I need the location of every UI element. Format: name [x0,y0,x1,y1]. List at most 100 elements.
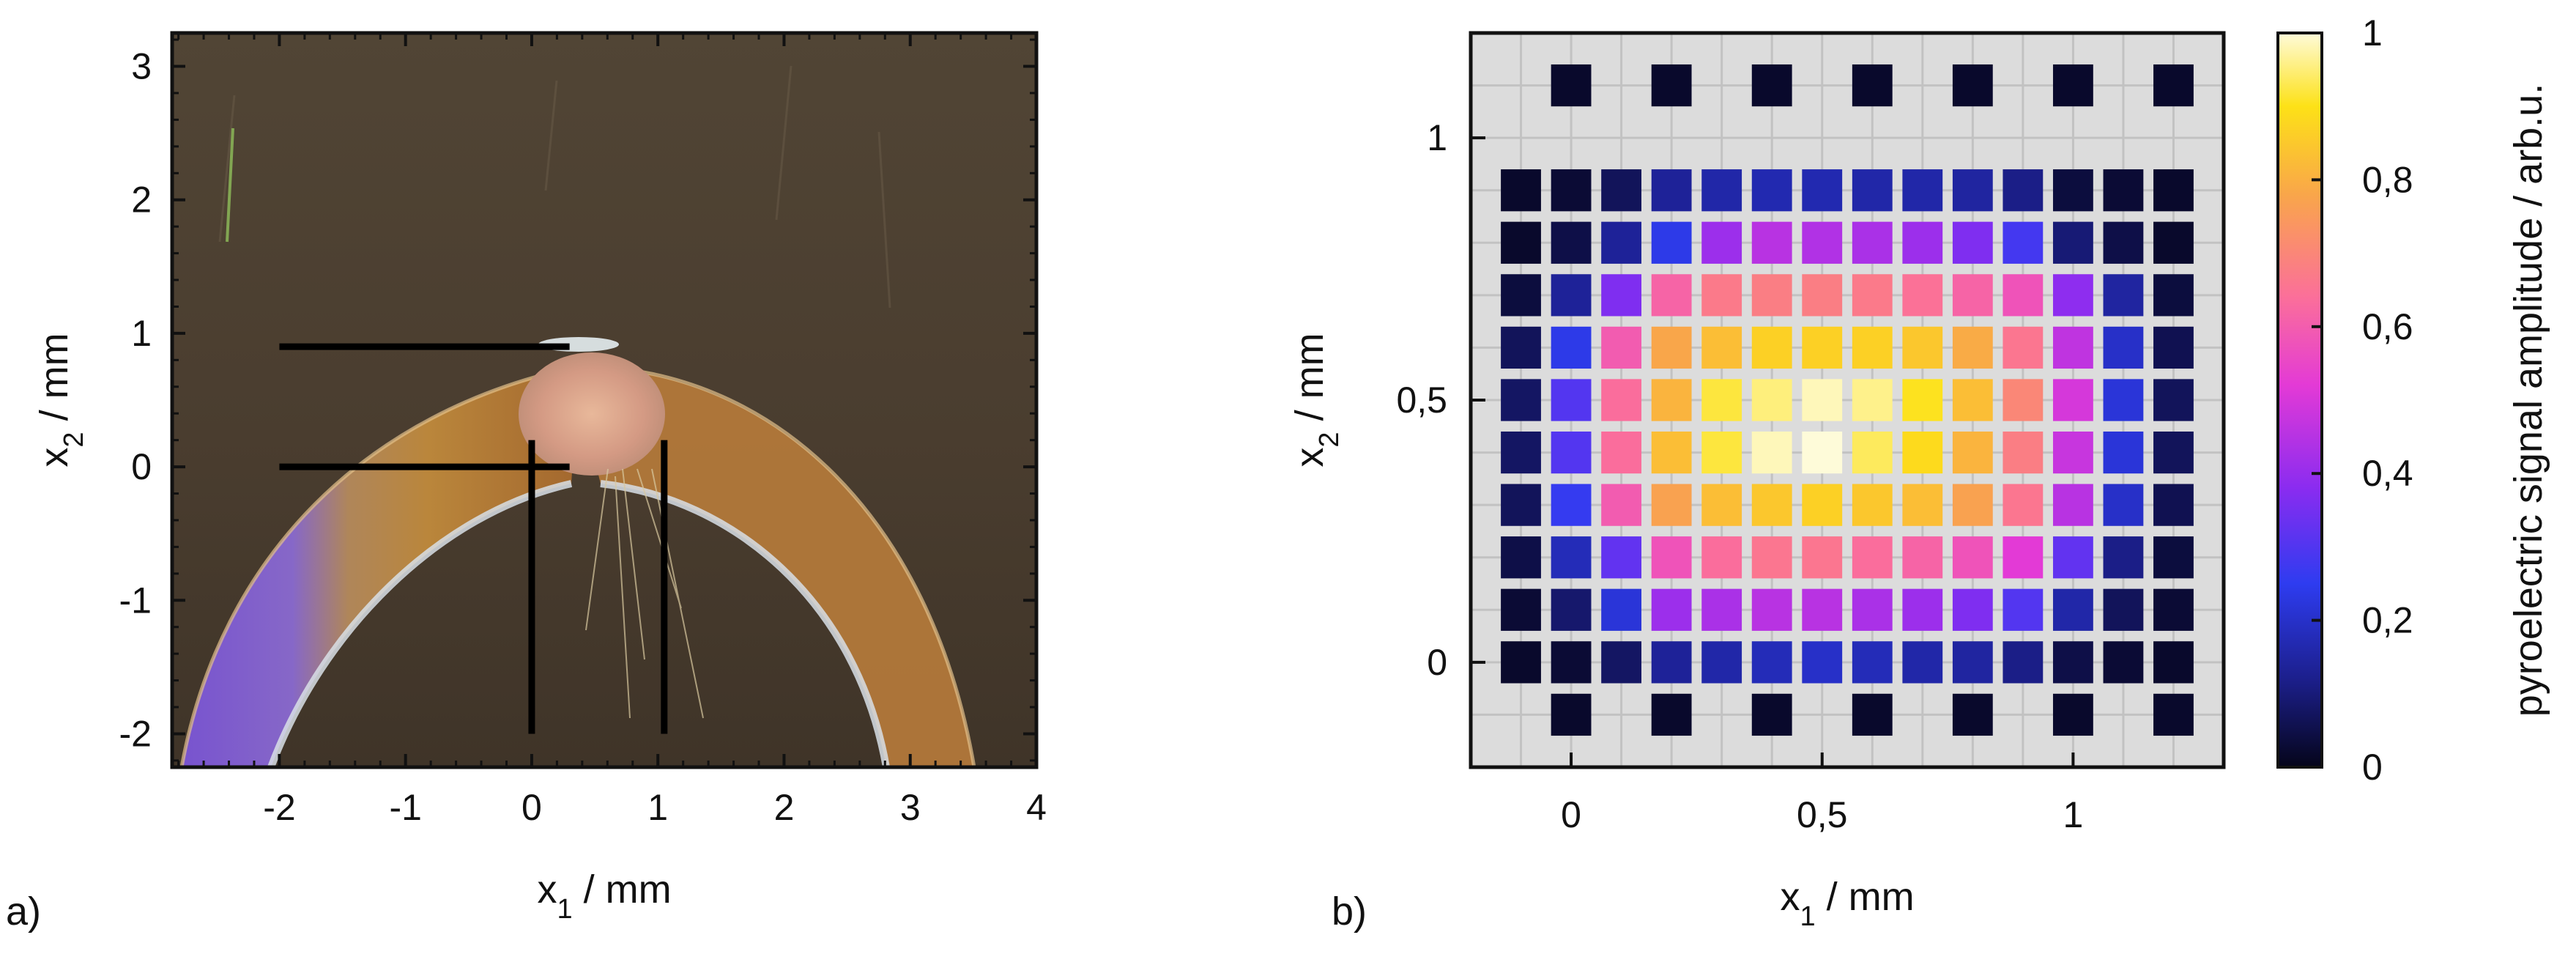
heatmap-cell [1802,484,1843,526]
heatmap-cell [2103,536,2144,579]
heatmap-cell [1551,536,1592,579]
heatmap-cell [2153,484,2194,526]
heatmap-cell [1701,221,1742,264]
heatmap-cell [2153,379,2194,421]
heatmap-cell [1952,326,1993,369]
panel-b: 0 0,5 1 0 0,5 1 x1 / mm x2 / mm b) 0 0,2 0,4 0,6… [1288,12,2550,933]
heatmap-cell [1701,484,1742,526]
y-tick-label-a: -1 [119,580,152,621]
heatmap-cell [1701,326,1742,369]
x-axis-label-b: x1 / mm [1780,875,1914,932]
y-tick-label-b: 1 [1427,117,1447,158]
x-tick-label-b: 0,5 [1797,794,1848,835]
heatmap-cell [1952,484,1993,526]
heatmap-cell [1802,274,1843,317]
heatmap-cell [1902,326,1943,369]
heatmap-cell [1601,641,1642,684]
heatmap-cell [2103,431,2144,474]
heatmap-cell [1501,484,1541,526]
heatmap-cell [2153,169,2194,212]
heatmap-cell [1902,588,1943,631]
heatmap-cell [2002,641,2044,684]
heatmap-cell [1651,379,1692,421]
heatmap-cell [1651,641,1692,684]
heatmap-cell [1501,221,1541,264]
heatmap-cell [1501,274,1541,317]
heatmap-cell [2103,641,2144,684]
heatmap-cells [1501,64,2194,736]
heatmap-cell [1551,431,1592,474]
heatmap-cell [1701,274,1742,317]
heatmap-cell [1551,169,1592,212]
heatmap-cell [1501,431,1541,474]
heatmap-cell [1952,693,1993,736]
heatmap-cell [1601,484,1642,526]
heatmap-cell [2052,326,2093,369]
heatmap-cell [1902,221,1943,264]
heatmap-cell [2153,221,2194,264]
heatmap-cell [1802,536,1843,579]
heatmap-cell [2103,484,2144,526]
x-tick-label-b: 0 [1561,794,1581,835]
heatmap-cell [2052,484,2093,526]
heatmap-cell [1952,536,1993,579]
heatmap-cell [1751,326,1792,369]
heatmap-cell [1501,379,1541,421]
heatmap-cell [2002,274,2044,317]
heatmap-cell [2052,64,2093,107]
heatmap-cell [1852,641,1893,684]
heatmap-cell [1601,169,1642,212]
y-tick-label-a: 3 [131,46,152,87]
heatmap-cell [2002,169,2044,212]
colorbar [2276,32,2323,769]
heatmap-cell [1701,588,1742,631]
heatmap-cell [1751,641,1792,684]
heatmap-cell [1751,169,1792,212]
heatmap-cell [2153,326,2194,369]
panel-label-b: b) [1332,890,1367,933]
ticks-b: 0 0,5 1 0 0,5 1 [1396,117,2083,835]
heatmap-cell [1701,641,1742,684]
heatmap-cell [1551,588,1592,631]
heatmap-cell [2002,431,2044,474]
heatmap-cell [1852,693,1893,736]
heatmap-cell [1751,64,1792,107]
heatmap-cell [1952,431,1993,474]
heatmap-cell [1751,693,1792,736]
x-tick-label-a: -2 [263,787,295,828]
panel-a: -2 -1 0 1 2 3 4 -2 -1 0 1 2 3 x1 / mm x2 / mm a) [6,31,1047,933]
heatmap-cell [2103,588,2144,631]
heatmap-cell [1952,588,1993,631]
heatmap-cell [2002,221,2044,264]
heatmap-cell [1852,221,1893,264]
colorbar-label: pyroelectric signal amplitude / arb.u. [2506,84,2550,717]
heatmap-cell [1651,274,1692,317]
colorbar-tick-label: 1 [2362,12,2383,53]
x-tick-label-a: 1 [647,787,668,828]
colorbar-tick-label: 0,4 [2362,453,2413,494]
heatmap-cell [2103,169,2144,212]
colorbar-tick-label: 0 [2362,747,2383,788]
panel-label-a: a) [6,890,41,933]
heatmap-cell [2103,326,2144,369]
heatmap-cell [1551,379,1592,421]
heatmap-cell [1852,274,1893,317]
y-axis-label-b: x2 / mm [1288,333,1345,467]
x-tick-label-a: 3 [900,787,921,828]
heatmap-cell [1501,326,1541,369]
microscope-photo [172,33,1036,767]
heatmap-cell [1551,326,1592,369]
marker-lines [279,343,668,734]
heatmap-cell [1852,536,1893,579]
heatmap-cell [1952,169,1993,212]
heatmap-cell [1651,169,1692,212]
heatmap-cell [1501,536,1541,579]
heatmap-cell [2052,693,2093,736]
heatmap-cell [1551,484,1592,526]
x-tick-label-a: -1 [389,787,421,828]
heatmap-cell [1902,169,1943,212]
heatmap-cell [1902,274,1943,317]
heatmap-cell [1601,431,1642,474]
heatmap-cell [2002,484,2044,526]
heatmap-cell [1852,169,1893,212]
